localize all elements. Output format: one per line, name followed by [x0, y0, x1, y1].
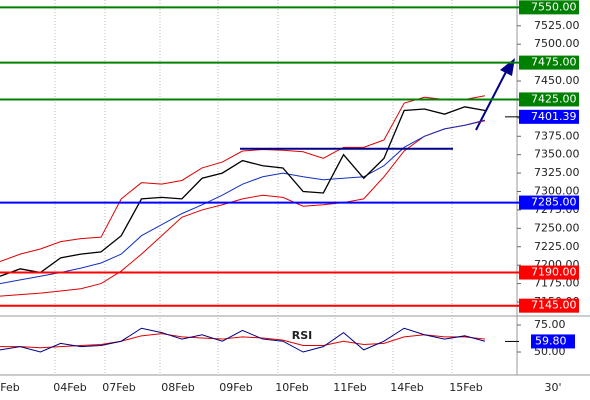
- x-tick-label: 08Feb: [161, 381, 194, 394]
- level-box: [519, 0, 579, 15]
- y-tick-label: 7525.00: [534, 19, 580, 32]
- indicator-line: [0, 120, 486, 297]
- level-box: [519, 92, 579, 107]
- x-tick-label: 11Feb: [333, 381, 366, 394]
- y-tick-label: 7175.00: [534, 277, 580, 290]
- price-line: [0, 106, 486, 277]
- x-tick-label: 09Feb: [219, 381, 252, 394]
- rsi-line: [0, 327, 486, 353]
- x-tick-label: Feb: [0, 381, 19, 394]
- level-box: [519, 55, 579, 70]
- level-label: 7425.00: [531, 92, 577, 105]
- y-tick-label: 7225.00: [534, 240, 580, 253]
- level-label: 7475.00: [531, 56, 577, 69]
- rsi-last-label: 59.80: [535, 334, 567, 347]
- x-tick-label: 10Feb: [275, 381, 308, 394]
- rsi-signal-line: [0, 333, 486, 349]
- x-tick-label: 04Feb: [53, 381, 86, 394]
- indicator-line: [0, 95, 486, 262]
- last-price-box: [519, 109, 579, 124]
- y-tick-label: 7350.00: [534, 148, 580, 161]
- y-tick-label: 7375.00: [534, 129, 580, 142]
- indicator-line: [0, 119, 486, 285]
- y-tick-label: 7450.00: [534, 74, 580, 87]
- last-price-label: 7401.39: [531, 110, 577, 123]
- y-tick-label: 7250.00: [534, 221, 580, 234]
- rsi-title: RSI: [292, 329, 313, 342]
- level-box: [519, 195, 579, 210]
- rsi-last-box: [531, 334, 575, 349]
- x-tick-label: 07Feb: [102, 381, 135, 394]
- x-tick-label: 30': [544, 381, 561, 394]
- level-label: 7190.00: [531, 266, 577, 279]
- y-tick-label: 7300.00: [534, 185, 580, 198]
- level-label: 7145.00: [531, 299, 577, 312]
- level-box: [519, 298, 579, 313]
- level-label: 7550.00: [531, 0, 577, 13]
- level-label: 7285.00: [531, 196, 577, 209]
- y-tick-label: 7325.00: [534, 166, 580, 179]
- rsi-tick-label: 75.00: [534, 318, 566, 331]
- y-tick-label: 7500.00: [534, 37, 580, 50]
- x-tick-label: 14Feb: [390, 381, 423, 394]
- x-tick-label: 15Feb: [449, 381, 482, 394]
- level-box: [519, 265, 579, 280]
